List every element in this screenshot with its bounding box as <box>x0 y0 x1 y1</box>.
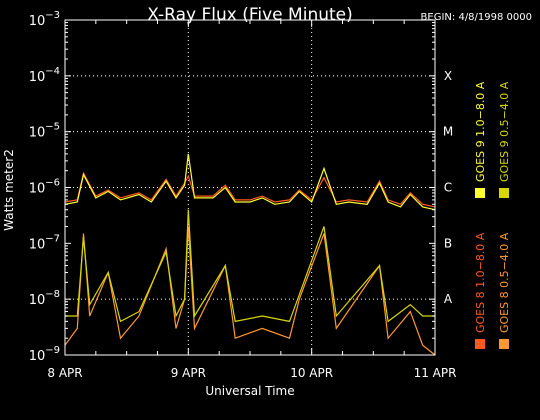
legend-label: GOES 8 1.0−8.0 A <box>474 232 487 333</box>
legend-swatch <box>475 339 485 349</box>
series-line <box>64 171 436 208</box>
y-tick-label: 10−8 <box>29 289 60 308</box>
flare-class-labels: A B C M X <box>443 69 453 306</box>
x-tick-label: 9 APR <box>171 366 206 380</box>
legend-label: GOES 8 0.5−4.0 A <box>498 232 511 333</box>
y-tick-label: 10−7 <box>29 233 60 252</box>
y-tick-label: 10−9 <box>29 345 60 364</box>
y-tick-label: 10−5 <box>29 122 60 141</box>
series-line <box>65 209 435 323</box>
legend-swatch <box>499 339 509 349</box>
x-tick-label: 10 APR <box>290 366 333 380</box>
y-tick-label: 10−4 <box>29 66 60 85</box>
flare-class-label: A <box>444 292 453 306</box>
y-axis-tick-labels: 10−9 10−8 10−7 10−6 10−5 10−4 10−3 <box>29 10 60 364</box>
series-line <box>64 226 436 356</box>
legend: GOES 8 1.0−8.0 A GOES 9 1.0−8.0 A GOES 8 0… <box>474 81 511 349</box>
x-tick-label: 8 APR <box>47 366 82 380</box>
x-axis-label: Universal Time <box>205 384 294 398</box>
grid-lines <box>65 20 435 355</box>
legend-label: GOES 9 0.5−4.0 A <box>498 81 511 182</box>
y-tick-label: 10−6 <box>29 178 60 197</box>
legend-swatch <box>499 188 509 198</box>
flare-class-label: C <box>444 181 452 195</box>
flare-class-label: X <box>444 69 452 83</box>
flare-class-label: B <box>444 236 452 250</box>
series-line <box>64 153 436 211</box>
flare-class-label: M <box>443 125 453 139</box>
legend-swatch <box>475 188 485 198</box>
x-tick-label: 11 APR <box>414 366 457 380</box>
x-axis-tick-labels: 8 APR 9 APR 10 APR 11 APR <box>47 366 456 380</box>
y-tick-label: 10−3 <box>29 10 60 29</box>
y-axis-label: Watts meter2 <box>2 149 16 231</box>
axis-ticks <box>64 19 436 356</box>
series-layer <box>64 153 436 356</box>
begin-label: BEGIN: 4/8/1998 0000 <box>421 12 532 23</box>
legend-label: GOES 9 1.0−8.0 A <box>474 81 487 182</box>
